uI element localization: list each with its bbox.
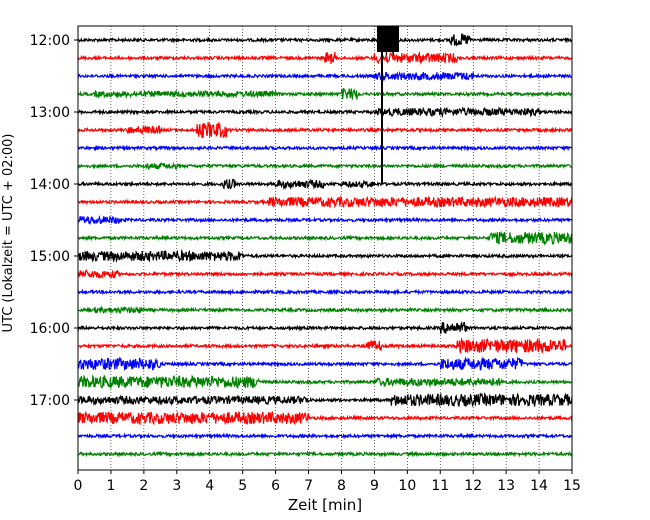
y-axis-title: UTC (Lokalzeit = UTC + 02:00): [1, 134, 16, 333]
trace-line: [77, 194, 573, 209]
trace-line: [77, 305, 573, 315]
trace-line: [77, 122, 573, 138]
trace-line: [77, 70, 573, 82]
event-burst: [376, 26, 399, 52]
trace-line: [77, 392, 573, 408]
trace-line: [77, 288, 573, 296]
x-tick-label: 4: [205, 478, 214, 494]
trace-line: [77, 161, 573, 171]
x-tick-label: 11: [431, 478, 449, 494]
x-tick-label: 14: [530, 478, 548, 494]
trace-line: [77, 144, 573, 152]
trace-line: [77, 178, 573, 191]
y-tick-label: 15:00: [30, 249, 70, 265]
trace-line: [77, 373, 573, 390]
x-tick-label: 13: [497, 478, 515, 494]
trace-line: [77, 320, 573, 334]
y-tick-label: 16:00: [30, 321, 70, 337]
x-tick-label: 7: [304, 478, 313, 494]
trace-line: [77, 337, 573, 354]
x-tick-label: 6: [271, 478, 280, 494]
y-tick-label: 17:00: [30, 393, 70, 409]
x-axis-title: Zeit [min]: [288, 496, 362, 514]
y-tick-label: 14:00: [30, 177, 70, 193]
x-tick-label: 3: [172, 478, 181, 494]
trace-line: [77, 248, 573, 264]
trace-line: [77, 50, 573, 65]
x-tick-label: 12: [464, 478, 482, 494]
trace-line: [77, 87, 573, 100]
axis-ticks: 0 1 2 3 4 5 6 7 8 9 10 11 12 13 14 1512:0013:0014:0015:…: [30, 33, 581, 494]
trace-line: [77, 410, 573, 426]
plot-frame: [77, 25, 573, 471]
x-tick-label: 15: [563, 478, 581, 494]
trace-line: [77, 450, 573, 458]
trace-line: [77, 230, 573, 246]
y-tick-label: 12:00: [30, 33, 70, 49]
x-tick-label: 1: [106, 478, 115, 494]
trace-line: [77, 432, 573, 440]
trace-line: [77, 214, 573, 226]
x-tick-label: 8: [337, 478, 346, 494]
trace-group: [77, 25, 573, 458]
y-tick-label: 13:00: [30, 105, 70, 121]
trace-line: [77, 269, 573, 280]
x-tick-label: 2: [139, 478, 148, 494]
x-tick-label: 0: [74, 478, 83, 494]
x-tick-label: 10: [398, 478, 416, 494]
trace-line: [77, 356, 573, 371]
trace-line: [77, 106, 573, 119]
x-tick-label: 5: [238, 478, 247, 494]
trace-line: [77, 25, 573, 58]
x-tick-label: 9: [370, 478, 379, 494]
